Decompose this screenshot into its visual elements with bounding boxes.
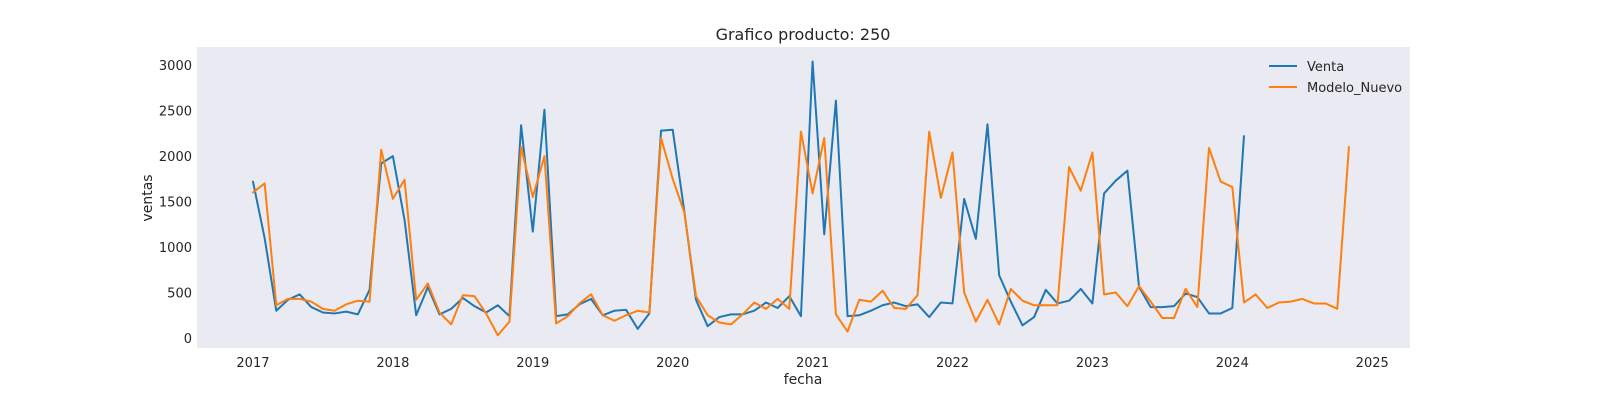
x-tick-label: 2019: [516, 356, 549, 371]
x-tick-label: 2021: [796, 356, 829, 371]
y-axis-label: ventas: [140, 174, 156, 221]
x-tick-label: 2024: [1216, 356, 1249, 371]
x-tick-label: 2017: [236, 356, 269, 371]
chart-title: Grafico producto: 250: [716, 25, 891, 44]
y-tick-label: 2000: [159, 150, 192, 165]
legend: Venta Modelo_Nuevo: [1269, 60, 1402, 96]
x-tick-label: 2023: [1076, 356, 1109, 371]
x-axis-ticks: 2017 2018 2019 2020 2021 2022 2023 2024 2025: [236, 356, 1388, 371]
y-tick-label: 500: [167, 287, 192, 302]
series-line-venta: [251, 60, 1245, 330]
x-tick-label: 2020: [656, 356, 689, 371]
y-tick-label: 0: [184, 332, 192, 347]
plot-area: [197, 47, 1410, 348]
y-tick-label: 1000: [159, 241, 192, 256]
x-axis-label: fecha: [784, 372, 823, 388]
x-tick-label: 2025: [1356, 356, 1389, 371]
y-tick-label: 1500: [159, 196, 192, 211]
y-axis-ticks: 0 500 1000 1500 2000 2500 3000: [159, 59, 192, 347]
x-tick-label: 2018: [376, 356, 409, 371]
series-lines: [251, 60, 1350, 337]
x-tick-label: 2022: [936, 356, 969, 371]
y-tick-label: 2500: [159, 105, 192, 120]
legend-label: Venta: [1307, 60, 1344, 75]
y-tick-label: 3000: [159, 59, 192, 74]
series-line-modelo-nuevo: [251, 130, 1350, 337]
legend-label: Modelo_Nuevo: [1307, 81, 1402, 96]
